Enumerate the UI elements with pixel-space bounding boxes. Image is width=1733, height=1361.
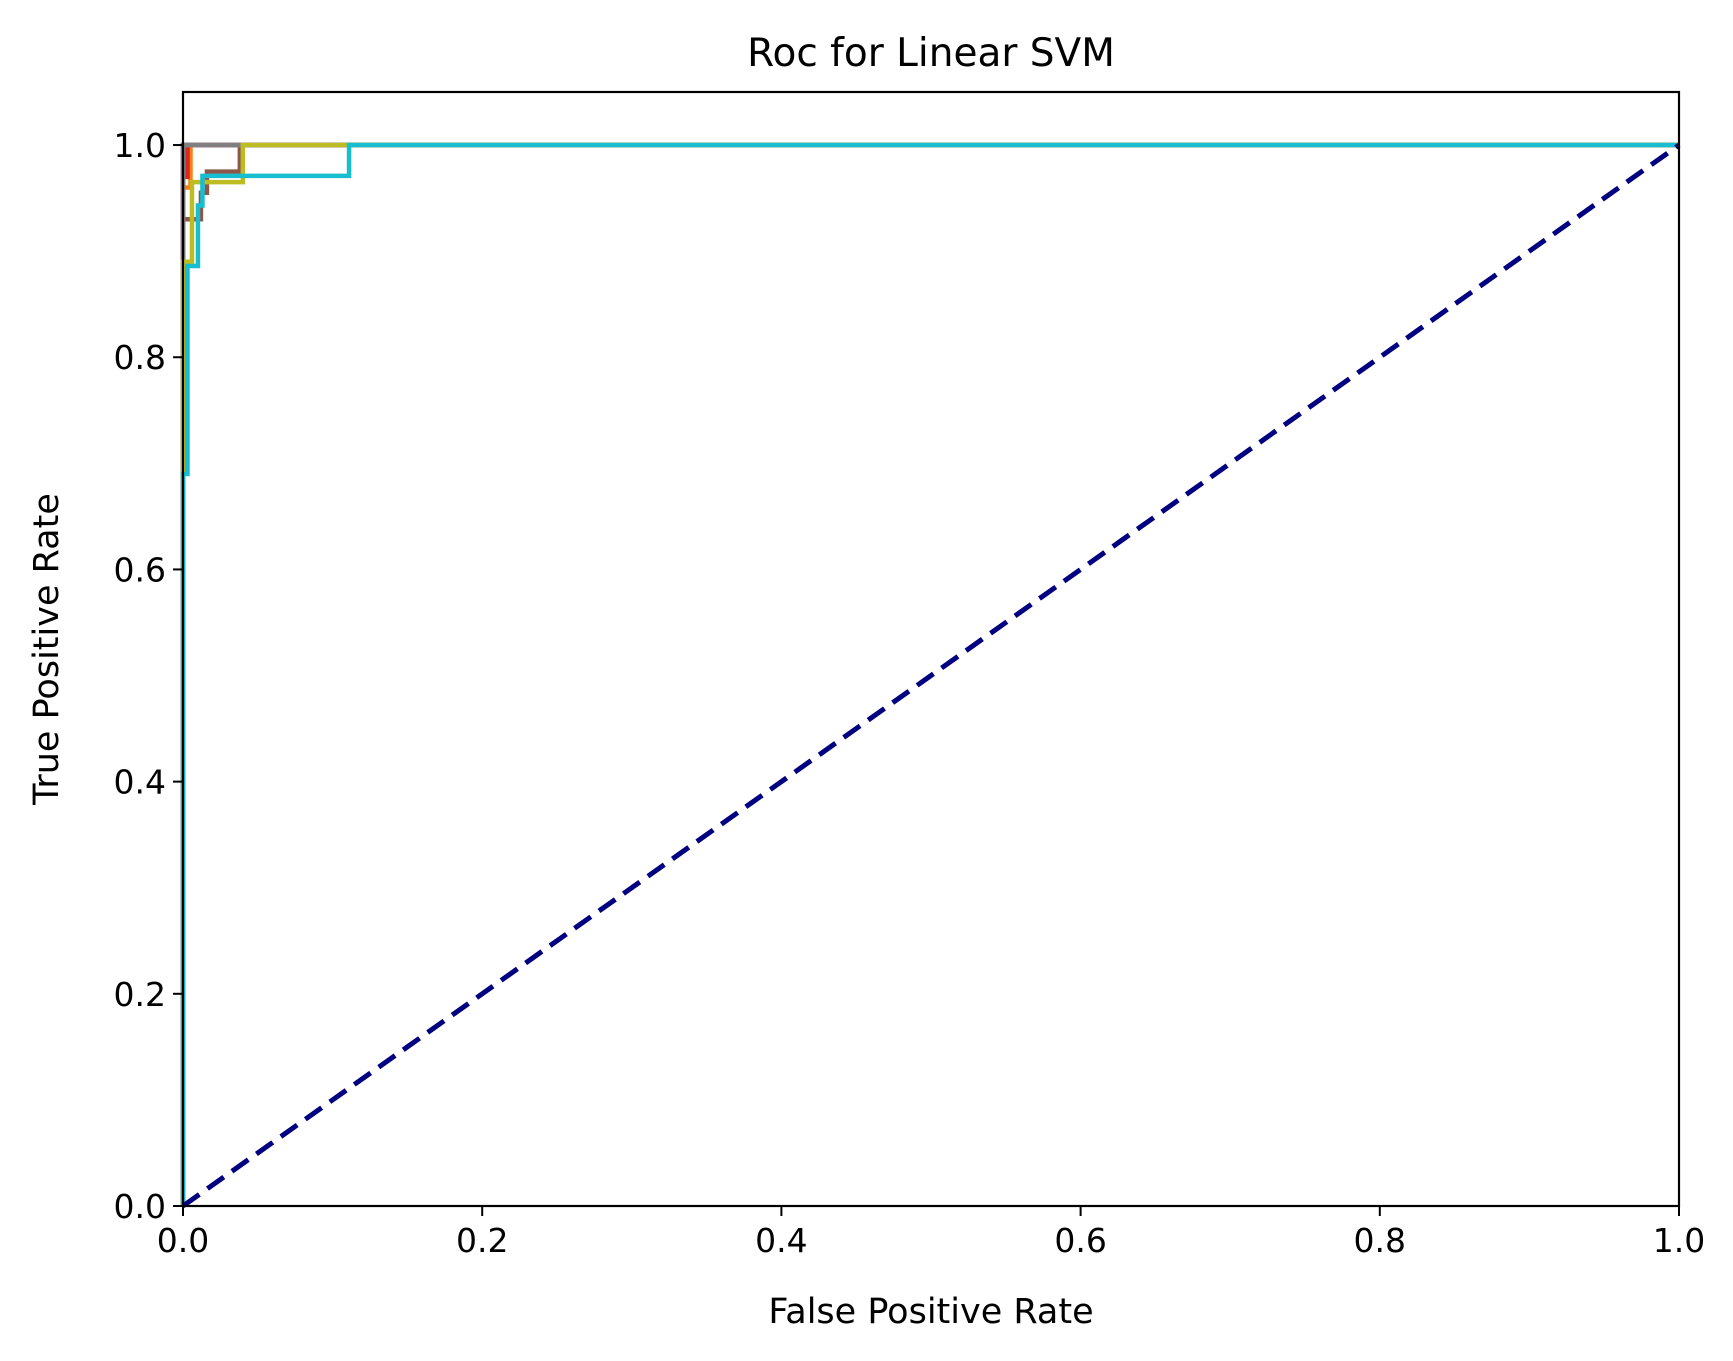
chart-title: Roc for Linear SVM [747, 31, 1115, 76]
x-axis-label: False Positive Rate [768, 1292, 1093, 1332]
roc-curve-series-10 [180, 142, 1679, 1206]
y-tick-label: 0.6 [114, 550, 166, 589]
y-tick-label: 0.8 [114, 338, 166, 377]
y-tick-label: 0.4 [114, 763, 166, 802]
roc-curve-series-6 [180, 142, 1679, 1206]
x-tick-label: 0.0 [157, 1221, 209, 1260]
y-axis-ticks: 0.0 0.2 0.4 0.6 0.8 1.0 [114, 126, 183, 1226]
x-tick-label: 0.4 [755, 1221, 807, 1260]
y-tick-label: 0.2 [114, 975, 166, 1014]
chance-diagonal-line [181, 143, 1681, 1209]
x-tick-label: 0.2 [456, 1221, 508, 1260]
axes-frame [181, 90, 1681, 1208]
y-tick-label: 1.0 [114, 126, 166, 165]
y-tick-label: 0.0 [114, 1187, 166, 1226]
y-axis-label: True Positive Rate [27, 493, 67, 806]
x-tick-label: 1.0 [1653, 1221, 1705, 1260]
x-tick-label: 0.8 [1354, 1221, 1406, 1260]
x-tick-label: 0.6 [1054, 1221, 1106, 1260]
x-axis-ticks: 0.0 0.2 0.4 0.6 0.8 1.0 [157, 1206, 1705, 1260]
